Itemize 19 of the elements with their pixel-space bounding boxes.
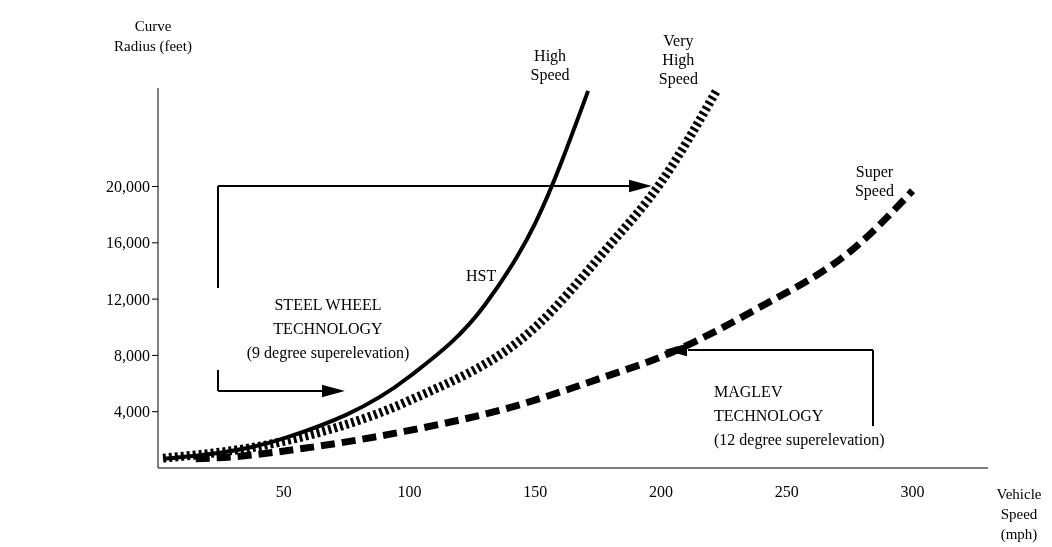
x-tick-label: 100 — [397, 483, 422, 501]
series-label: Super Speed — [853, 161, 896, 200]
series-label: Very High Speed — [657, 31, 699, 89]
x-tick-label: 300 — [900, 483, 925, 501]
series-label: High Speed — [529, 46, 571, 85]
annotation: STEEL WHEEL TECHNOLOGY (9 degree superelevation) — [245, 295, 411, 364]
y-tick-label: 16,000 — [106, 234, 150, 252]
y-tick-label: 20,000 — [106, 178, 150, 196]
x-tick-label: 200 — [649, 483, 674, 501]
y-axis-title: Curve Radius (feet) — [113, 17, 193, 56]
annotation: HST — [466, 266, 498, 286]
y-tick-label: 8,000 — [114, 347, 150, 365]
y-tick-label: 4,000 — [114, 403, 150, 421]
annotation: MAGLEV TECHNOLOGY (12 degree superelevation) — [714, 382, 886, 451]
x-axis-title: Vehicle Speed (mph) — [995, 485, 1043, 544]
x-tick-label: 150 — [523, 483, 548, 501]
y-tick-label: 12,000 — [106, 290, 150, 308]
x-tick-label: 250 — [774, 483, 799, 501]
x-tick-label: 50 — [275, 483, 292, 501]
